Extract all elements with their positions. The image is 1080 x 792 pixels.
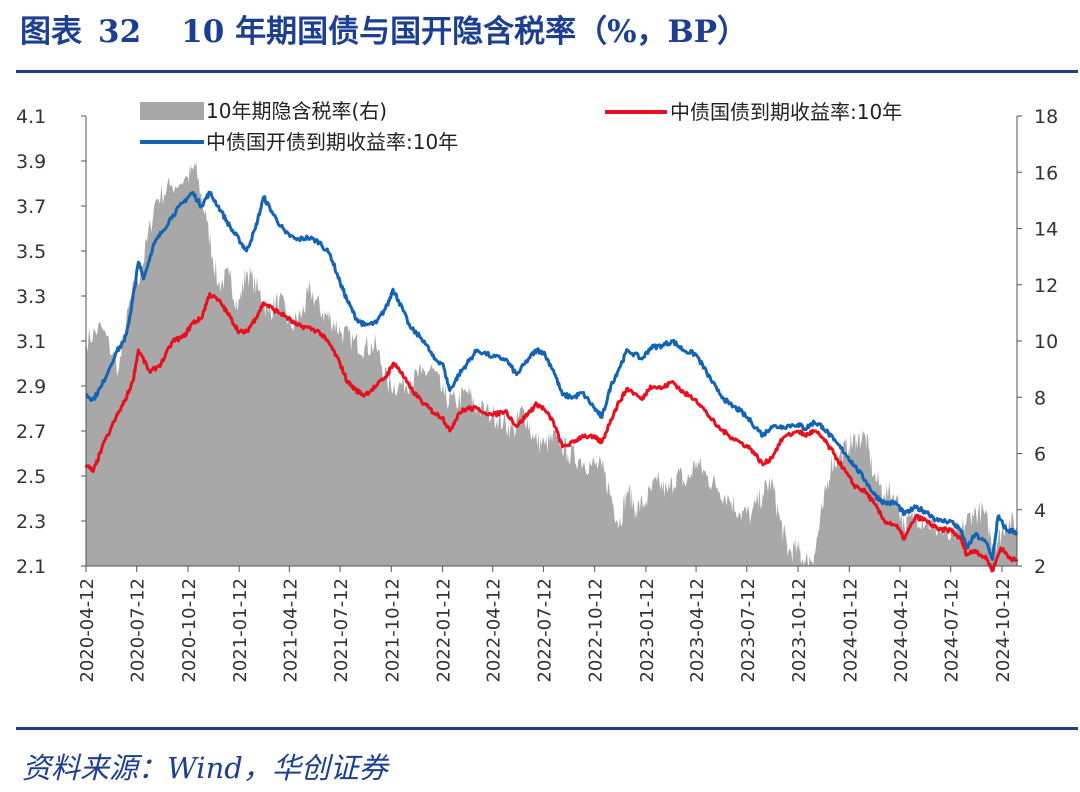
x-tick-label: 2023-04-12 [687,578,708,683]
y-right-tick-label: 12 [1034,275,1058,297]
y-left-tick-label: 3.1 [16,331,46,353]
series-gov-10y-line [84,292,1019,573]
series-cdb-10y-line [85,190,1019,561]
x-tick-label: 2024-07-12 [942,578,963,683]
figure-label: 图表 [20,14,82,50]
yield-tax-chart: 2.1 2.3 2.5 2.7 2.9 3.1 3.3 3.5 3.7 3.9 4.1 2 4 6 8 10 1… [16,99,1058,683]
y-left-tick-label: 2.9 [16,376,46,398]
x-tick-label: 2024-01-12 [840,578,861,683]
legend-label-cdb: 中债国开债到期收益率:10年 [206,130,458,154]
x-tick-label: 2021-01-12 [230,578,251,683]
y-right-tick-label: 2 [1034,556,1046,578]
series-implied-tax-area [86,161,1017,566]
x-tick-label: 2024-04-12 [891,578,912,683]
chart-title: 图表 32 10 年期国债与国开隐含税率（%，BP） [20,2,748,62]
x-tick-label: 2023-01-12 [637,578,658,683]
x-tick-label: 2022-07-12 [534,578,555,683]
x-tick-label: 2021-04-12 [280,578,301,683]
x-tick-label: 2022-10-12 [586,578,607,683]
figure-title: 10 年期国债与国开隐含税率（%，BP） [181,14,749,50]
figure-number: 32 [98,14,142,50]
x-tick-label: 2023-10-12 [789,578,810,683]
x-tick-label: 2022-01-12 [434,578,455,683]
title-divider [16,70,1078,73]
legend-swatch-tax [140,102,204,120]
y-right-tick-label: 10 [1034,331,1058,353]
y-right-tick-label: 4 [1034,500,1046,522]
x-tick-label: 2022-04-12 [484,578,505,683]
y-right-tick-label: 16 [1034,162,1058,184]
y-left-tick-label: 4.1 [16,106,46,128]
x-tick-label: 2024-10-12 [993,578,1014,683]
legend-label-gov: 中债国债到期收益率:10年 [670,100,902,124]
y-left-tick-label: 3.5 [16,241,46,263]
y-left-tick-label: 2.3 [16,511,46,533]
y-left-tick-label: 3.3 [16,286,46,308]
x-tick-label: 2020-07-12 [128,578,149,683]
x-tick-label: 2020-04-12 [77,578,98,683]
y-right-tick-label: 18 [1034,106,1058,128]
x-tick-label: 2021-10-12 [382,578,403,683]
y-right-tick-label: 8 [1034,387,1046,409]
y-right-tick-label: 6 [1034,444,1046,466]
legend-label-tax: 10年期隐含税率(右) [206,99,387,123]
y-left-tick-label: 2.7 [16,421,46,443]
x-tick-label: 2023-07-12 [738,578,759,683]
source-divider [16,727,1078,730]
source-note: 资料来源：Wind，华创证券 [22,751,388,785]
y-right-tick-label: 14 [1034,219,1058,241]
x-tick-label: 2020-10-12 [179,578,200,683]
y-left-tick-label: 3.9 [16,151,46,173]
x-tick-label: 2021-07-12 [331,578,352,683]
y-left-tick-label: 3.7 [16,196,46,218]
y-left-tick-label: 2.1 [16,556,46,578]
y-left-tick-label: 2.5 [16,466,46,488]
